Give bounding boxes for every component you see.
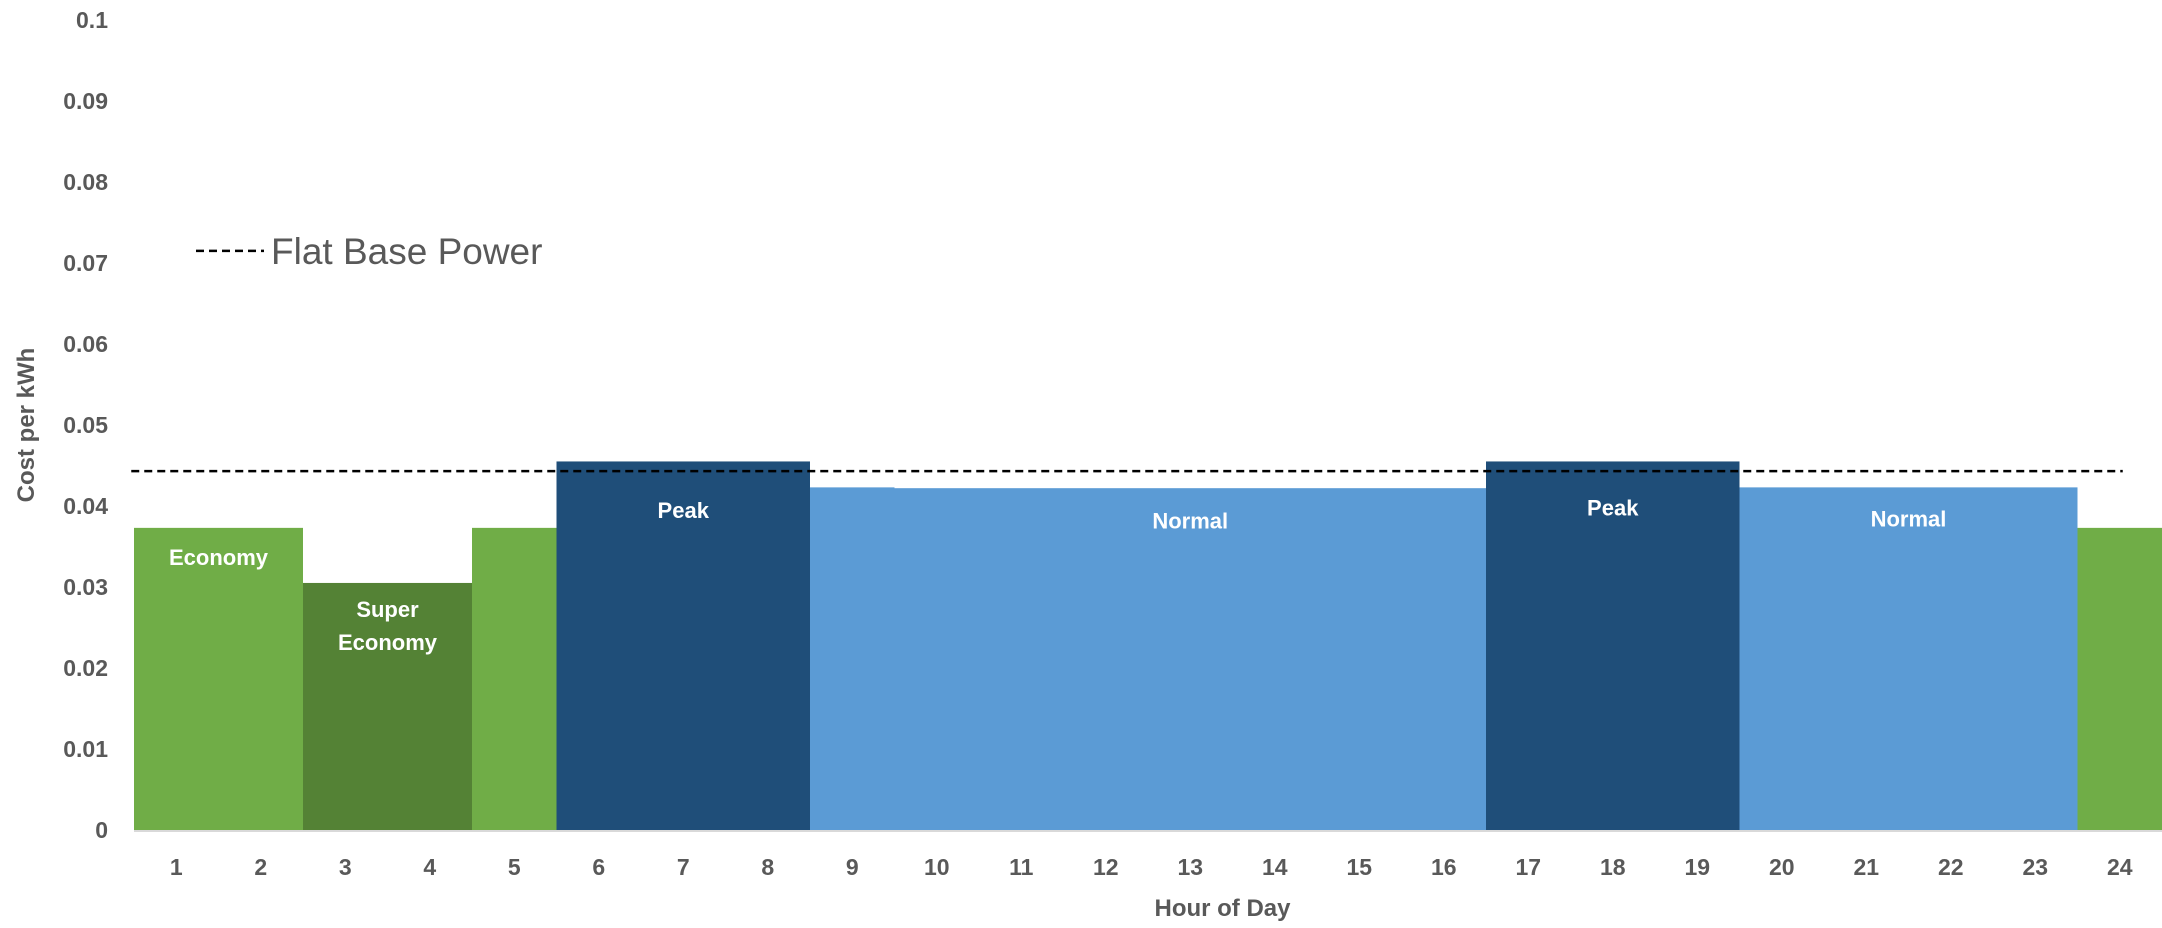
- x-axis-title: Hour of Day: [1154, 895, 1291, 922]
- y-axis-ticks: 0 0.01 0.02 0.03 0.04 0.05 0.06 0.07 0.08 0.09 0.1: [63, 7, 108, 843]
- x-tick-label: 21: [1853, 854, 1879, 880]
- band-label-peak: Peak: [658, 498, 710, 523]
- x-tick-label: 3: [339, 854, 352, 880]
- band-label-super-economy: Economy: [338, 630, 438, 655]
- band-label-normal: Normal: [1152, 509, 1228, 534]
- bar-economy: [134, 528, 303, 830]
- band-label-peak: Peak: [1587, 496, 1639, 521]
- y-tick-label: 0.06: [63, 331, 108, 357]
- y-tick-label: 0.05: [63, 412, 108, 438]
- x-tick-label: 13: [1177, 854, 1203, 880]
- x-tick-label: 14: [1262, 854, 1288, 880]
- x-tick-label: 23: [2022, 854, 2048, 880]
- x-tick-label: 7: [677, 854, 690, 880]
- x-tick-label: 8: [761, 854, 774, 880]
- bar-economy: [2078, 528, 2162, 830]
- bar-economy: [472, 528, 557, 830]
- band-label-super-economy: Super: [356, 597, 419, 622]
- band-label-economy: Economy: [169, 545, 269, 570]
- bands-layer: [134, 461, 2162, 830]
- bar-normal: [1740, 487, 2078, 830]
- x-tick-label: 2: [254, 854, 267, 880]
- x-tick-label: 10: [924, 854, 950, 880]
- y-tick-label: 0.09: [63, 88, 108, 114]
- x-tick-label: 18: [1600, 854, 1626, 880]
- x-tick-label: 15: [1346, 854, 1372, 880]
- bar-normal: [810, 487, 895, 830]
- x-tick-label: 9: [846, 854, 859, 880]
- y-tick-label: 0.03: [63, 574, 108, 600]
- legend-label: Flat Base Power: [271, 231, 542, 272]
- x-tick-label: 11: [1009, 854, 1034, 880]
- x-tick-label: 12: [1093, 854, 1119, 880]
- x-tick-label: 22: [1938, 854, 1964, 880]
- y-tick-label: 0.08: [63, 169, 108, 195]
- x-tick-label: 19: [1684, 854, 1710, 880]
- y-tick-label: 0.01: [63, 736, 108, 762]
- band-label-normal: Normal: [1871, 506, 1947, 531]
- x-tick-label: 6: [592, 854, 605, 880]
- x-tick-label: 4: [423, 854, 436, 880]
- x-tick-label: 20: [1769, 854, 1795, 880]
- y-tick-label: 0: [95, 817, 108, 843]
- bar-normal: [895, 488, 1487, 830]
- legend: Flat Base Power: [196, 231, 542, 272]
- x-tick-label: 24: [2107, 854, 2133, 880]
- y-axis-title: Cost per kWh: [13, 348, 40, 503]
- x-tick-label: 1: [170, 854, 183, 880]
- y-tick-label: 0.02: [63, 655, 108, 681]
- y-tick-label: 0.04: [63, 493, 108, 519]
- x-tick-label: 16: [1431, 854, 1457, 880]
- x-tick-label: 17: [1515, 854, 1541, 880]
- y-tick-label: 0.1: [76, 7, 108, 33]
- x-tick-label: 5: [508, 854, 521, 880]
- y-tick-label: 0.07: [63, 250, 108, 276]
